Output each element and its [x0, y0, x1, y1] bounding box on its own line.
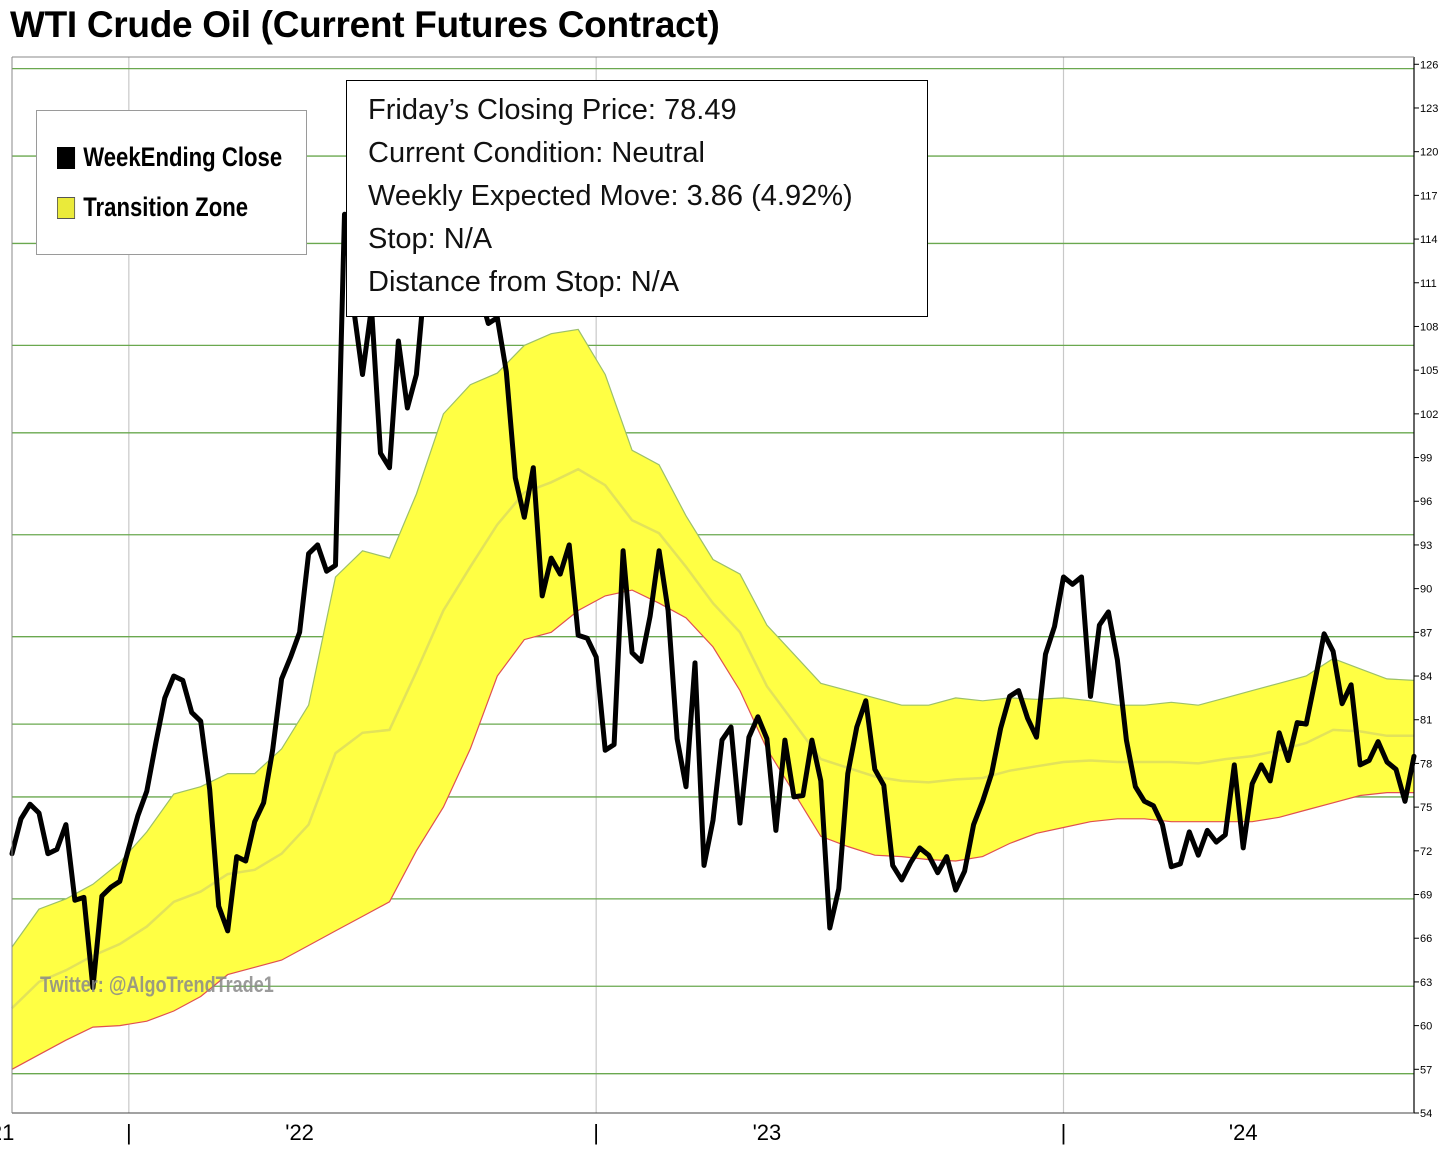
- info-current-condition: Current Condition: Neutral: [368, 137, 705, 169]
- axes: [11, 56, 1415, 1114]
- x-tick-label: '21: [0, 1120, 14, 1145]
- zone-fill: [12, 329, 1414, 1070]
- y-tick-label: 63: [1420, 977, 1432, 989]
- zone-upper-edge: [11, 328, 1415, 948]
- y-tick-label: 123: [1420, 103, 1438, 115]
- y-tick-label: 93: [1420, 540, 1432, 552]
- info-distance-from-stop: Distance from Stop: N/A: [368, 266, 680, 298]
- info-stop: Stop: N/A: [368, 223, 493, 255]
- zone-lower-edge: [11, 589, 1414, 1070]
- x-tick-label: |: [126, 1120, 132, 1145]
- info-expected-move: Weekly Expected Move: 3.86 (4.92%): [368, 180, 853, 212]
- legend-swatch-zone: [57, 196, 76, 219]
- y-tick-label: 81: [1420, 715, 1432, 727]
- y-tick-label: 69: [1420, 890, 1432, 902]
- zone-midline: [11, 467, 1414, 1009]
- close-line: [9, 166, 1417, 991]
- y-tick-label: 99: [1420, 453, 1432, 465]
- transition-zone: [11, 328, 1415, 1070]
- info-box: Friday’s Closing Price: 78.49 Current Co…: [346, 80, 928, 317]
- y-tick-label: 105: [1420, 365, 1438, 377]
- x-tick-label: '22: [285, 1120, 314, 1145]
- legend-swatch-close: [57, 146, 76, 169]
- watermark-text: Twitter: @AlgoTrendTrade1: [40, 972, 274, 997]
- legend-box: WeekEnding Close Transition Zone: [36, 110, 307, 255]
- y-tick-label: 57: [1420, 1064, 1432, 1076]
- y-tick-label: 96: [1420, 496, 1432, 508]
- y-tick-label: 114: [1420, 234, 1438, 246]
- legend-label-zone: Transition Zone: [83, 192, 249, 222]
- y-tick-label: 117: [1420, 190, 1438, 202]
- x-tick-label: |: [1061, 1120, 1067, 1145]
- x-axis-ticks: '21 | '22 | '23 | '24: [0, 1120, 1258, 1145]
- y-tick-label: 66: [1420, 933, 1432, 945]
- x-tick-label: |: [593, 1120, 599, 1145]
- y-tick-label: 60: [1420, 1021, 1432, 1033]
- y-tick-label: 120: [1420, 147, 1438, 159]
- y-tick-label: 126: [1420, 59, 1438, 71]
- chart-title: WTI Crude Oil (Current Futures Contract): [10, 4, 720, 45]
- y-tick-label: 87: [1420, 627, 1432, 639]
- y-tick-label: 72: [1420, 846, 1432, 858]
- y-tick-label: 84: [1420, 671, 1432, 683]
- legend-item-close: WeekEnding Close: [57, 142, 282, 173]
- y-tick-label: 102: [1420, 409, 1438, 421]
- y-tick-label: 111: [1420, 278, 1437, 290]
- y-tick-label: 108: [1420, 321, 1438, 333]
- y-tick-label: 78: [1420, 758, 1432, 770]
- y-tick-label: 54: [1420, 1108, 1432, 1120]
- x-tick-label: '24: [1229, 1120, 1258, 1145]
- y-tick-label: 75: [1420, 802, 1432, 814]
- x-tick-label: '23: [753, 1120, 782, 1145]
- legend-item-zone: Transition Zone: [57, 192, 248, 223]
- info-closing-price: Friday’s Closing Price: 78.49: [368, 94, 737, 126]
- y-tick-label: 90: [1420, 584, 1432, 596]
- y-axis-ticks: 54 57 60 63 66 69 72 75 78 81 84 87 90 93 96 99 102 105 10…: [1414, 59, 1438, 1120]
- weekending-close-line: [9, 166, 1417, 991]
- legend-label-close: WeekEnding Close: [83, 142, 283, 172]
